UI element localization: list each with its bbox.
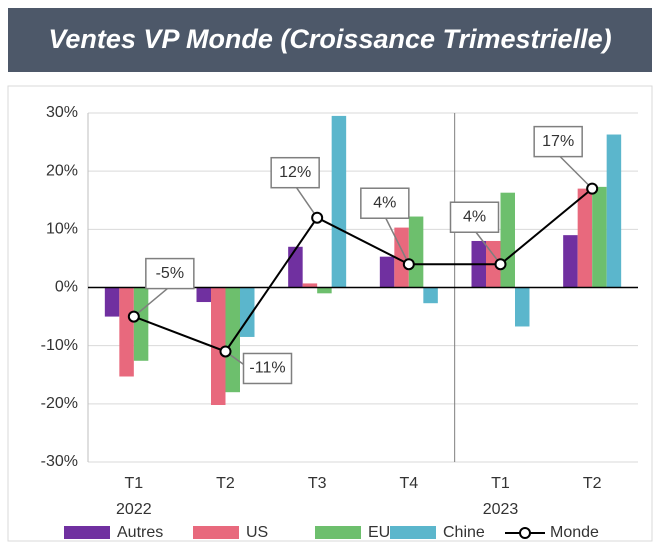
title-banner bbox=[8, 8, 652, 72]
marker bbox=[402, 258, 415, 271]
callout-box bbox=[449, 201, 500, 233]
bar bbox=[379, 256, 395, 288]
bar bbox=[196, 287, 211, 303]
callout-box bbox=[145, 257, 195, 290]
legend-swatch bbox=[193, 526, 239, 539]
legend-swatch bbox=[315, 526, 361, 539]
callout-pointer bbox=[473, 229, 502, 265]
bar bbox=[211, 287, 226, 405]
data-label: 17% bbox=[542, 133, 574, 150]
bar bbox=[423, 287, 438, 304]
y-tick-label: 10% bbox=[46, 221, 78, 238]
data-label: 12% bbox=[279, 164, 311, 181]
bar bbox=[317, 287, 332, 294]
y-tick-label: -30% bbox=[41, 453, 78, 470]
x-tick-label: T1 bbox=[491, 475, 510, 492]
bar bbox=[133, 287, 149, 361]
bar bbox=[577, 188, 593, 288]
line bbox=[133, 187, 593, 353]
bar bbox=[592, 186, 607, 288]
legend-swatch bbox=[390, 526, 436, 539]
x-group-label: 2023 bbox=[483, 501, 519, 518]
data-label: 4% bbox=[463, 208, 486, 225]
marker bbox=[586, 182, 599, 195]
legend-label: Chine bbox=[443, 524, 485, 541]
x-tick-label: T2 bbox=[216, 475, 235, 492]
x-tick-label: T4 bbox=[399, 475, 418, 492]
callout-pointer bbox=[133, 286, 171, 318]
callout-box bbox=[270, 156, 320, 189]
y-tick-label: 30% bbox=[46, 104, 78, 121]
y-tick-label: 0% bbox=[55, 279, 78, 296]
bar bbox=[331, 115, 347, 288]
callout-pointer bbox=[384, 215, 410, 265]
marker bbox=[311, 211, 324, 224]
callout-box bbox=[360, 187, 410, 219]
legend-swatch bbox=[64, 526, 110, 539]
legend-label: Autres bbox=[117, 524, 163, 541]
x-tick-label: T3 bbox=[308, 475, 327, 492]
bar bbox=[563, 235, 578, 288]
legend-marker bbox=[519, 527, 531, 539]
bar bbox=[288, 246, 303, 288]
chart-title: Ventes VP Monde (Croissance Trimestriell… bbox=[48, 24, 611, 54]
callout-pointer bbox=[294, 185, 318, 219]
callout-box bbox=[242, 352, 293, 385]
y-tick-label: -20% bbox=[41, 395, 78, 412]
x-tick-label: T2 bbox=[583, 475, 602, 492]
callout-pointer bbox=[557, 154, 593, 190]
data-label: 4% bbox=[373, 194, 396, 211]
chart-frame bbox=[7, 85, 653, 542]
marker bbox=[494, 258, 507, 271]
bar bbox=[515, 287, 530, 327]
bar bbox=[119, 287, 134, 377]
legend-label: EU bbox=[368, 524, 390, 541]
x-tick-label: T1 bbox=[124, 475, 143, 492]
y-tick-label: 20% bbox=[46, 162, 78, 179]
bar bbox=[302, 283, 318, 288]
data-label: -5% bbox=[156, 265, 184, 282]
legend-label: Monde bbox=[550, 524, 599, 541]
marker bbox=[219, 345, 232, 358]
bar bbox=[408, 216, 424, 288]
bar bbox=[606, 134, 622, 288]
data-label: -11% bbox=[249, 360, 285, 377]
marker bbox=[127, 310, 140, 323]
callout-box bbox=[533, 125, 583, 158]
y-tick-label: -10% bbox=[41, 337, 78, 354]
legend-label: US bbox=[246, 524, 268, 541]
x-group-label: 2022 bbox=[116, 501, 152, 518]
bar bbox=[500, 192, 515, 288]
bar bbox=[104, 287, 120, 317]
